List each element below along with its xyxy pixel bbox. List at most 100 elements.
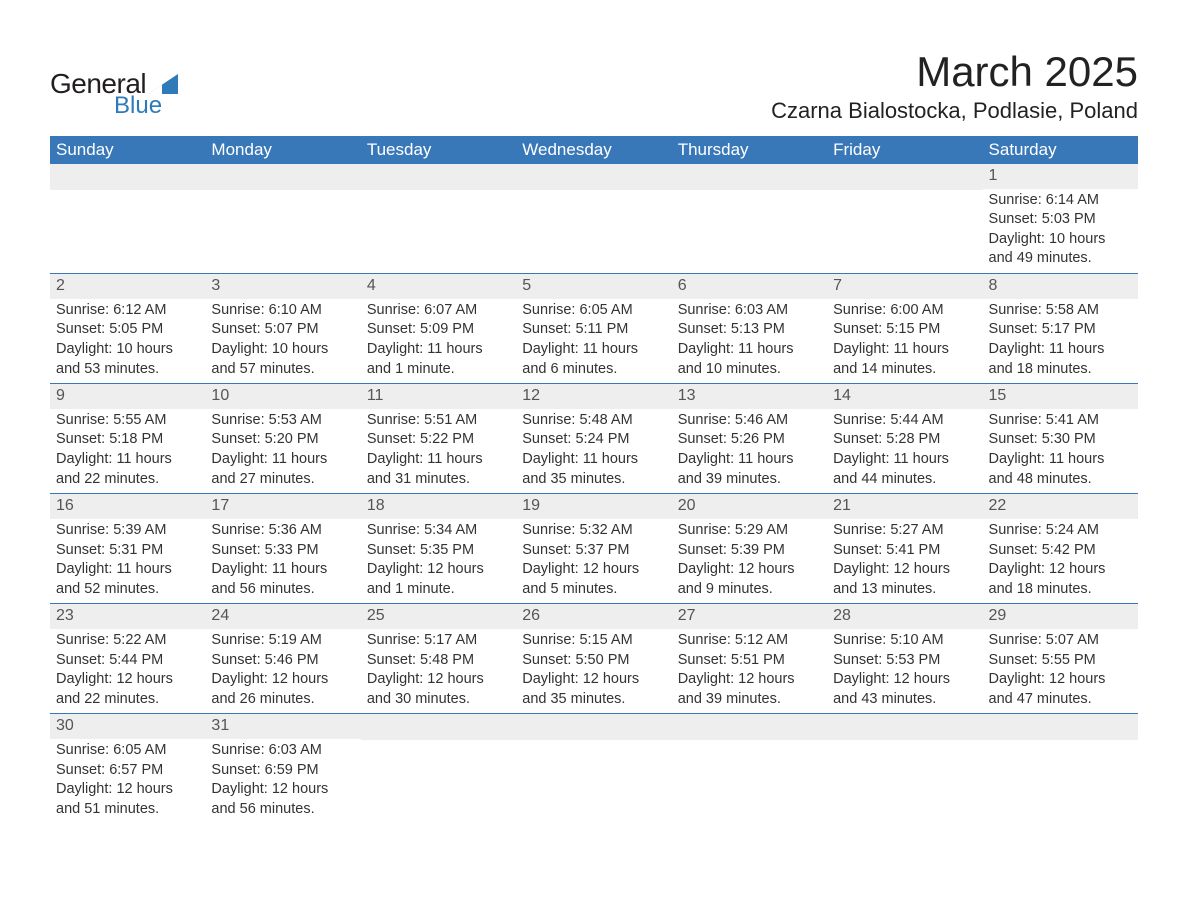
day-number: 31	[205, 714, 360, 739]
sunrise-text: Sunrise: 5:44 AM	[833, 411, 976, 431]
calendar-cell	[672, 164, 827, 274]
day-data	[983, 740, 1138, 818]
sunset-text: Sunset: 5:48 PM	[367, 651, 510, 671]
sunrise-text: Sunrise: 5:41 AM	[989, 411, 1132, 431]
calendar-cell	[516, 714, 671, 824]
sunset-text: Sunset: 5:30 PM	[989, 430, 1132, 450]
calendar-cell	[361, 714, 516, 824]
day-data: Sunrise: 6:03 AMSunset: 6:59 PMDaylight:…	[205, 739, 360, 823]
sunrise-text: Sunrise: 5:36 AM	[211, 521, 354, 541]
day-number: 12	[516, 384, 671, 409]
calendar-cell: 13Sunrise: 5:46 AMSunset: 5:26 PMDayligh…	[672, 384, 827, 494]
day-number	[672, 714, 827, 740]
day-number	[983, 714, 1138, 740]
sunrise-text: Sunrise: 5:22 AM	[56, 631, 199, 651]
day-number: 20	[672, 494, 827, 519]
calendar-week-row: 30Sunrise: 6:05 AMSunset: 6:57 PMDayligh…	[50, 714, 1138, 824]
day-label: Sunday	[50, 136, 205, 164]
sunrise-text: Sunrise: 6:03 AM	[678, 301, 821, 321]
month-title: March 2025	[771, 48, 1138, 96]
calendar-week-row: 2Sunrise: 6:12 AMSunset: 5:05 PMDaylight…	[50, 274, 1138, 384]
daylight-text: Daylight: 12 hours and 39 minutes.	[678, 670, 821, 709]
sunrise-text: Sunrise: 5:48 AM	[522, 411, 665, 431]
day-label: Monday	[205, 136, 360, 164]
daylight-text: Daylight: 11 hours and 35 minutes.	[522, 450, 665, 489]
day-number: 30	[50, 714, 205, 739]
sunset-text: Sunset: 5:07 PM	[211, 320, 354, 340]
sunrise-text: Sunrise: 6:07 AM	[367, 301, 510, 321]
calendar-cell	[827, 164, 982, 274]
daylight-text: Daylight: 10 hours and 57 minutes.	[211, 340, 354, 379]
calendar-cell: 2Sunrise: 6:12 AMSunset: 5:05 PMDaylight…	[50, 274, 205, 384]
day-number	[827, 164, 982, 190]
day-data: Sunrise: 5:24 AMSunset: 5:42 PMDaylight:…	[983, 519, 1138, 603]
day-data: Sunrise: 5:10 AMSunset: 5:53 PMDaylight:…	[827, 629, 982, 713]
calendar-cell: 21Sunrise: 5:27 AMSunset: 5:41 PMDayligh…	[827, 494, 982, 604]
daylight-text: Daylight: 11 hours and 52 minutes.	[56, 560, 199, 599]
sunrise-text: Sunrise: 5:27 AM	[833, 521, 976, 541]
day-data: Sunrise: 5:27 AMSunset: 5:41 PMDaylight:…	[827, 519, 982, 603]
day-number: 21	[827, 494, 982, 519]
sunrise-text: Sunrise: 5:51 AM	[367, 411, 510, 431]
day-data: Sunrise: 5:58 AMSunset: 5:17 PMDaylight:…	[983, 299, 1138, 383]
sunset-text: Sunset: 5:37 PM	[522, 541, 665, 561]
calendar-cell: 7Sunrise: 6:00 AMSunset: 5:15 PMDaylight…	[827, 274, 982, 384]
calendar-cell: 18Sunrise: 5:34 AMSunset: 5:35 PMDayligh…	[361, 494, 516, 604]
title-block: March 2025 Czarna Bialostocka, Podlasie,…	[771, 40, 1138, 130]
day-number: 8	[983, 274, 1138, 299]
day-number: 1	[983, 164, 1138, 189]
calendar-header-row: Sunday Monday Tuesday Wednesday Thursday…	[50, 136, 1138, 164]
day-data: Sunrise: 6:12 AMSunset: 5:05 PMDaylight:…	[50, 299, 205, 383]
day-number: 24	[205, 604, 360, 629]
sunset-text: Sunset: 6:59 PM	[211, 761, 354, 781]
day-data: Sunrise: 6:07 AMSunset: 5:09 PMDaylight:…	[361, 299, 516, 383]
daylight-text: Daylight: 11 hours and 56 minutes.	[211, 560, 354, 599]
day-number: 14	[827, 384, 982, 409]
day-data: Sunrise: 5:39 AMSunset: 5:31 PMDaylight:…	[50, 519, 205, 603]
day-data	[361, 190, 516, 268]
sunset-text: Sunset: 5:05 PM	[56, 320, 199, 340]
day-number	[361, 164, 516, 190]
sunrise-text: Sunrise: 5:15 AM	[522, 631, 665, 651]
day-number: 17	[205, 494, 360, 519]
calendar-page: General Blue March 2025 Czarna Bialostoc…	[0, 0, 1188, 918]
sunset-text: Sunset: 6:57 PM	[56, 761, 199, 781]
sunset-text: Sunset: 5:17 PM	[989, 320, 1132, 340]
day-data	[672, 740, 827, 818]
sunrise-text: Sunrise: 5:39 AM	[56, 521, 199, 541]
calendar-cell	[827, 714, 982, 824]
sunrise-text: Sunrise: 6:00 AM	[833, 301, 976, 321]
sunrise-text: Sunrise: 6:05 AM	[56, 741, 199, 761]
sunset-text: Sunset: 5:24 PM	[522, 430, 665, 450]
calendar-week-row: 9Sunrise: 5:55 AMSunset: 5:18 PMDaylight…	[50, 384, 1138, 494]
day-data: Sunrise: 5:51 AMSunset: 5:22 PMDaylight:…	[361, 409, 516, 493]
sunrise-text: Sunrise: 5:46 AM	[678, 411, 821, 431]
sunrise-text: Sunrise: 6:10 AM	[211, 301, 354, 321]
daylight-text: Daylight: 11 hours and 31 minutes.	[367, 450, 510, 489]
day-data	[516, 740, 671, 818]
sunset-text: Sunset: 5:42 PM	[989, 541, 1132, 561]
daylight-text: Daylight: 12 hours and 47 minutes.	[989, 670, 1132, 709]
day-number	[50, 164, 205, 190]
sunrise-text: Sunrise: 5:55 AM	[56, 411, 199, 431]
sunset-text: Sunset: 5:50 PM	[522, 651, 665, 671]
sunset-text: Sunset: 5:33 PM	[211, 541, 354, 561]
day-number: 10	[205, 384, 360, 409]
daylight-text: Daylight: 12 hours and 1 minute.	[367, 560, 510, 599]
sunrise-text: Sunrise: 5:53 AM	[211, 411, 354, 431]
calendar-table: Sunday Monday Tuesday Wednesday Thursday…	[50, 136, 1138, 823]
day-data: Sunrise: 5:17 AMSunset: 5:48 PMDaylight:…	[361, 629, 516, 713]
sunrise-text: Sunrise: 5:07 AM	[989, 631, 1132, 651]
sunset-text: Sunset: 5:20 PM	[211, 430, 354, 450]
day-data: Sunrise: 5:44 AMSunset: 5:28 PMDaylight:…	[827, 409, 982, 493]
day-data	[361, 740, 516, 818]
sunset-text: Sunset: 5:31 PM	[56, 541, 199, 561]
daylight-text: Daylight: 11 hours and 1 minute.	[367, 340, 510, 379]
day-data	[50, 190, 205, 268]
sunrise-text: Sunrise: 6:03 AM	[211, 741, 354, 761]
daylight-text: Daylight: 12 hours and 18 minutes.	[989, 560, 1132, 599]
sunrise-text: Sunrise: 6:12 AM	[56, 301, 199, 321]
calendar-cell: 3Sunrise: 6:10 AMSunset: 5:07 PMDaylight…	[205, 274, 360, 384]
day-number: 28	[827, 604, 982, 629]
day-label: Wednesday	[516, 136, 671, 164]
